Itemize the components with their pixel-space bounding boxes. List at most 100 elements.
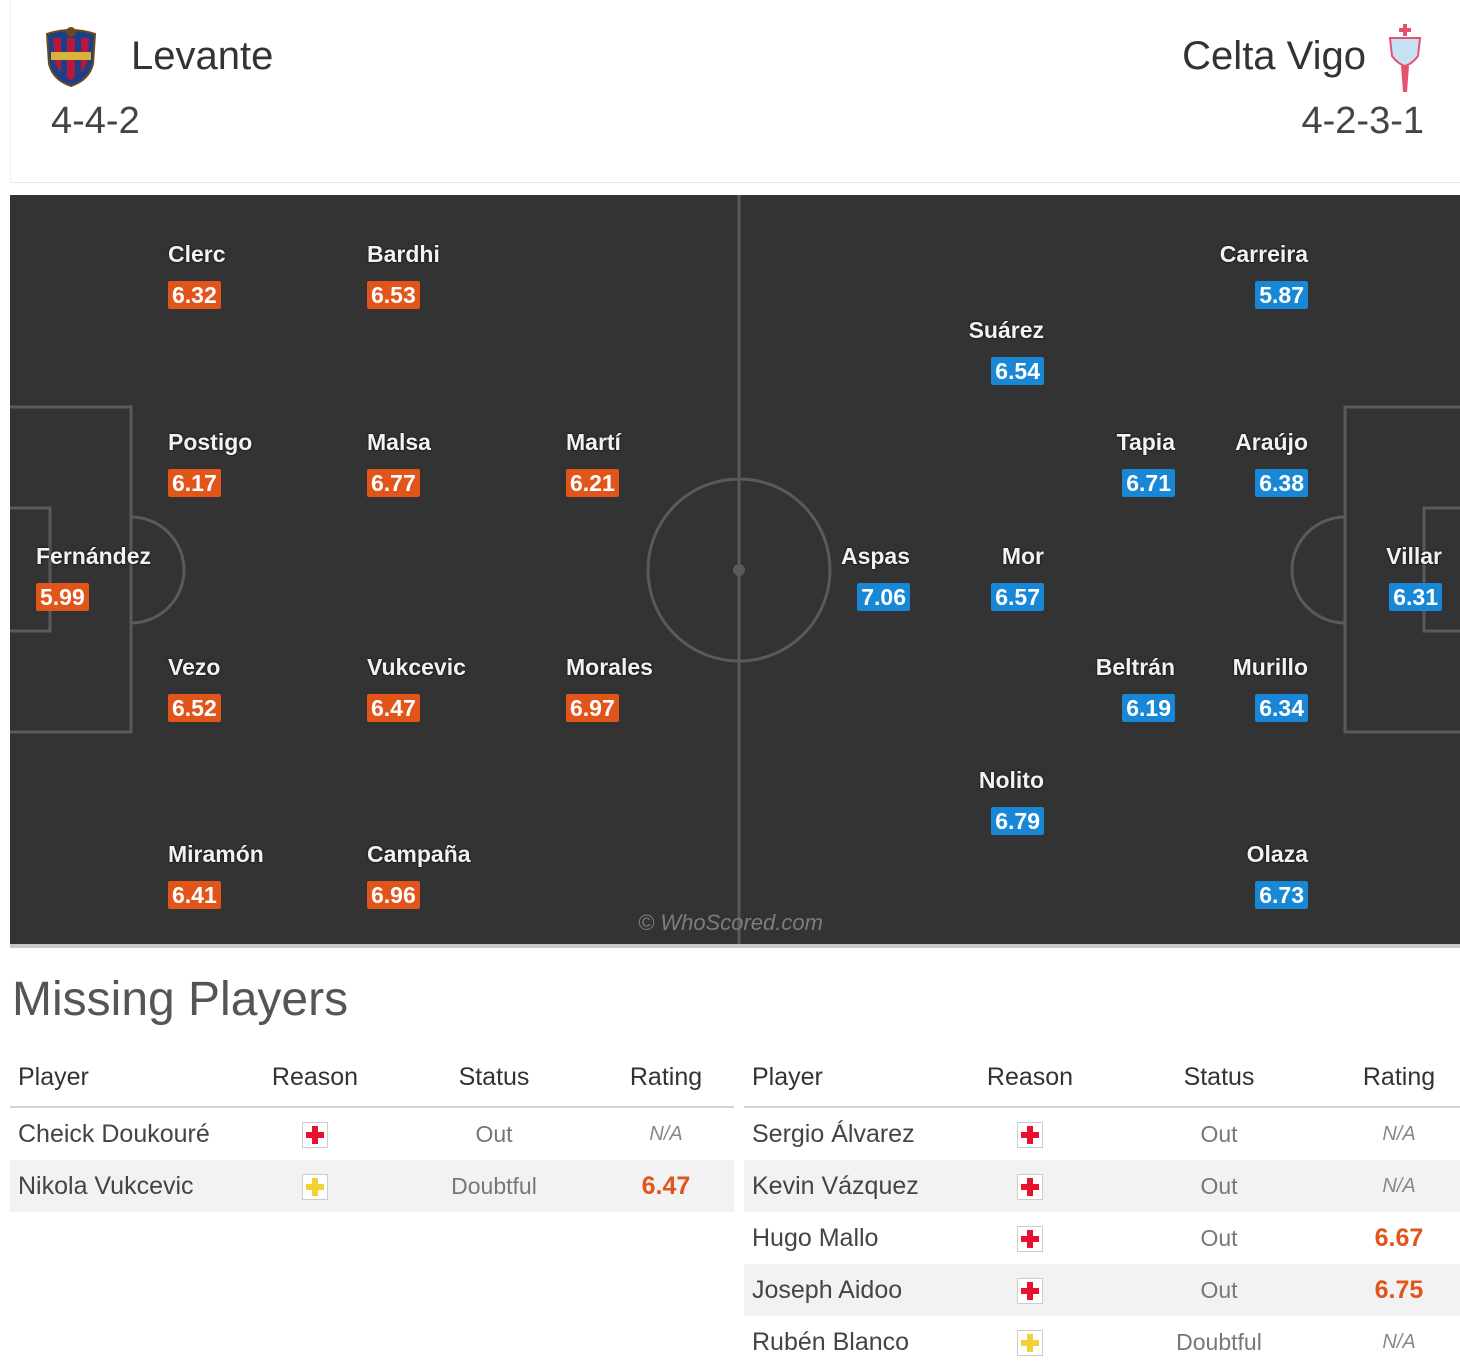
player-name[interactable]: Carreira — [1219, 241, 1308, 267]
injury-cross-icon[interactable] — [1017, 1121, 1043, 1148]
missing-player-name[interactable]: Kevin Vázquez — [744, 1160, 960, 1212]
player-name[interactable]: Mor — [1001, 543, 1044, 569]
home-player[interactable]: Fernández 5.99 — [36, 543, 151, 611]
header-reason[interactable]: Reason — [240, 1048, 390, 1108]
table-row: Nikola Vukcevic Doubtful 6.47 — [10, 1160, 734, 1212]
player-rating-badge: 6.79 — [991, 807, 1044, 835]
player-name[interactable]: Morales — [566, 654, 653, 680]
away-formation: 4-2-3-1 — [1301, 100, 1425, 142]
away-player[interactable]: Murillo 6.34 — [1233, 654, 1308, 722]
player-name[interactable]: Olaza — [1246, 841, 1308, 867]
injury-cross-icon[interactable] — [302, 1121, 328, 1148]
watermark: © WhoScored.com — [638, 910, 823, 935]
player-name[interactable]: Vukcevic — [367, 654, 466, 680]
rating-cell: N/A — [1382, 1330, 1416, 1353]
header-rating[interactable]: Rating — [1338, 1048, 1460, 1108]
player-name[interactable]: Aspas — [840, 543, 910, 569]
player-name[interactable]: Clerc — [168, 241, 226, 267]
player-rating-badge: 6.41 — [168, 881, 221, 909]
header-player[interactable]: Player — [10, 1048, 240, 1108]
player-name[interactable]: Martí — [566, 429, 621, 455]
away-player[interactable]: Araújo 6.38 — [1235, 429, 1308, 497]
injury-cross-icon[interactable] — [1017, 1225, 1043, 1252]
player-name[interactable]: Postigo — [168, 429, 253, 455]
rating-cell: N/A — [1382, 1122, 1416, 1145]
home-player[interactable]: Martí 6.21 — [566, 429, 621, 497]
player-rating-badge: 5.87 — [1255, 281, 1308, 309]
rating-cell: 6.47 — [598, 1160, 734, 1212]
player-name[interactable]: Miramón — [168, 841, 264, 867]
header-status[interactable]: Status — [1100, 1048, 1338, 1108]
home-player[interactable]: Vukcevic 6.47 — [367, 654, 466, 722]
home-player[interactable]: Campaña 6.96 — [367, 841, 471, 909]
home-player[interactable]: Morales 6.97 — [566, 654, 653, 722]
header-reason[interactable]: Reason — [960, 1048, 1100, 1108]
status-cell: Out — [1200, 1224, 1238, 1251]
home-player[interactable]: Vezo 6.52 — [168, 654, 221, 722]
away-player[interactable]: Villar 6.31 — [1386, 543, 1442, 611]
player-name[interactable]: Campaña — [367, 841, 471, 867]
status-cell: Out — [1100, 1160, 1338, 1212]
doubtful-cross-icon[interactable] — [302, 1173, 328, 1200]
away-player[interactable]: Suárez 6.54 — [969, 317, 1044, 385]
player-name[interactable]: Malsa — [367, 429, 431, 455]
player-name[interactable]: Tapia — [1116, 429, 1175, 455]
home-player[interactable]: Miramón 6.41 — [168, 841, 264, 909]
header-status[interactable]: Status — [390, 1048, 598, 1108]
player-name[interactable]: Nolito — [978, 767, 1044, 793]
player-rating-badge: 6.17 — [168, 469, 221, 497]
missing-player-name[interactable]: Cheick Doukouré — [18, 1119, 210, 1148]
player-name[interactable]: Beltrán — [1095, 654, 1175, 680]
table-row: Hugo Mallo Out 6.67 — [744, 1212, 1460, 1264]
away-player[interactable]: Aspas 7.06 — [841, 543, 910, 611]
table-row: Kevin Vázquez Out N/A — [744, 1160, 1460, 1212]
away-player[interactable]: Nolito 6.79 — [979, 767, 1044, 835]
player-rating-badge: 5.99 — [36, 583, 89, 611]
player-rating-badge: 6.77 — [367, 469, 420, 497]
missing-player-name[interactable]: Joseph Aidoo — [744, 1264, 960, 1316]
missing-player-name[interactable]: Hugo Mallo — [752, 1223, 879, 1252]
table-row: Joseph Aidoo Out 6.75 — [744, 1264, 1460, 1316]
away-player[interactable]: Olaza 6.73 — [1247, 841, 1308, 909]
player-name[interactable]: Murillo — [1232, 654, 1308, 680]
player-name[interactable]: Suárez — [968, 317, 1044, 343]
missing-player-name[interactable]: Nikola Vukcevic — [10, 1160, 240, 1212]
player-name[interactable]: Fernández — [36, 543, 152, 569]
table-row: Sergio Álvarez Out N/A — [744, 1107, 1460, 1160]
away-player[interactable]: Mor 6.57 — [991, 543, 1044, 611]
rating-cell: 6.75 — [1338, 1264, 1460, 1316]
pitch-markings — [10, 195, 1460, 944]
home-player[interactable]: Bardhi 6.53 — [367, 241, 440, 309]
home-player[interactable]: Clerc 6.32 — [168, 241, 226, 309]
reason-cell — [960, 1212, 1100, 1264]
reason-cell — [960, 1264, 1100, 1316]
match-header: Levante 4-4-2 Celta Vigo 4-2-3-1 — [10, 0, 1460, 183]
status-cell: Out — [1200, 1120, 1238, 1147]
player-name[interactable]: Araújo — [1235, 429, 1308, 455]
missing-player-name[interactable]: Sergio Álvarez — [752, 1119, 915, 1148]
player-name[interactable]: Villar — [1386, 543, 1442, 569]
away-team-name[interactable]: Celta Vigo — [1182, 34, 1366, 78]
rating-cell: 6.67 — [1374, 1223, 1424, 1252]
away-player[interactable]: Tapia 6.71 — [1117, 429, 1175, 497]
home-player[interactable]: Malsa 6.77 — [367, 429, 431, 497]
header-player[interactable]: Player — [744, 1048, 960, 1108]
player-name[interactable]: Vezo — [168, 654, 221, 680]
player-rating-badge: 6.73 — [1255, 881, 1308, 909]
home-team-name[interactable]: Levante — [131, 34, 274, 78]
player-rating-badge: 6.53 — [367, 281, 420, 309]
status-cell: Out — [475, 1120, 513, 1147]
pitch-lineup: Clerc 6.32 Bardhi 6.53 Postigo 6.17 Malsa 6.77 M… — [10, 195, 1460, 948]
missing-player-name[interactable]: Rubén Blanco — [752, 1327, 910, 1356]
injury-cross-icon[interactable] — [1017, 1173, 1043, 1200]
injury-cross-icon[interactable] — [1017, 1277, 1043, 1304]
reason-cell — [240, 1160, 390, 1212]
home-player[interactable]: Postigo 6.17 — [168, 429, 252, 497]
away-player[interactable]: Carreira 5.87 — [1220, 241, 1308, 309]
player-name[interactable]: Bardhi — [367, 241, 440, 267]
doubtful-cross-icon[interactable] — [1017, 1329, 1043, 1356]
away-player[interactable]: Beltrán 6.19 — [1096, 654, 1175, 722]
player-rating-badge: 6.31 — [1389, 583, 1442, 611]
table-row: Cheick Doukouré Out N/A — [10, 1107, 734, 1160]
header-rating[interactable]: Rating — [598, 1048, 734, 1108]
